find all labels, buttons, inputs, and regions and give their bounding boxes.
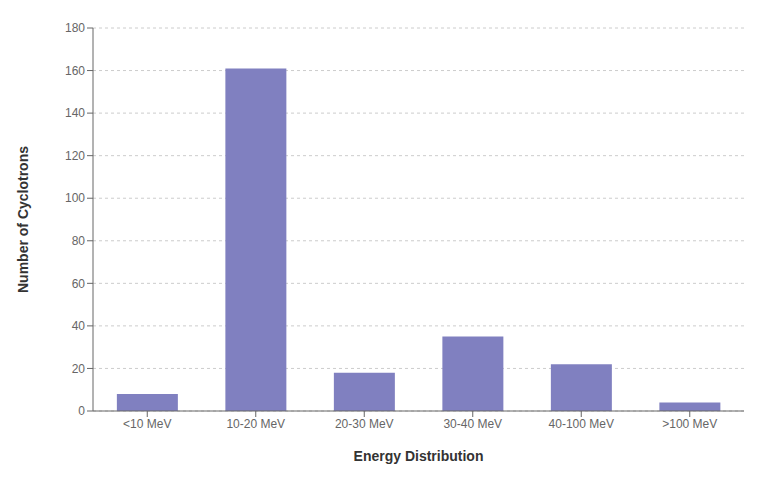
svg-text:40: 40 [72, 319, 86, 333]
svg-text:10-20 MeV: 10-20 MeV [226, 417, 285, 431]
svg-text:20: 20 [72, 362, 86, 376]
svg-text:0: 0 [78, 404, 85, 418]
svg-text:30-40 MeV: 30-40 MeV [443, 417, 502, 431]
svg-text:Energy Distribution: Energy Distribution [354, 448, 484, 464]
svg-text:140: 140 [65, 106, 85, 120]
svg-text:60: 60 [72, 277, 86, 291]
svg-text:160: 160 [65, 64, 85, 78]
svg-text:<10 MeV: <10 MeV [123, 417, 171, 431]
svg-text:80: 80 [72, 234, 86, 248]
svg-text:180: 180 [65, 21, 85, 35]
svg-text:20-30 MeV: 20-30 MeV [335, 417, 394, 431]
svg-text:Number of Cyclotrons: Number of Cyclotrons [15, 146, 31, 293]
svg-text:100: 100 [65, 191, 85, 205]
svg-text:>100 MeV: >100 MeV [662, 417, 717, 431]
svg-text:40-100 MeV: 40-100 MeV [549, 417, 614, 431]
svg-text:120: 120 [65, 149, 85, 163]
